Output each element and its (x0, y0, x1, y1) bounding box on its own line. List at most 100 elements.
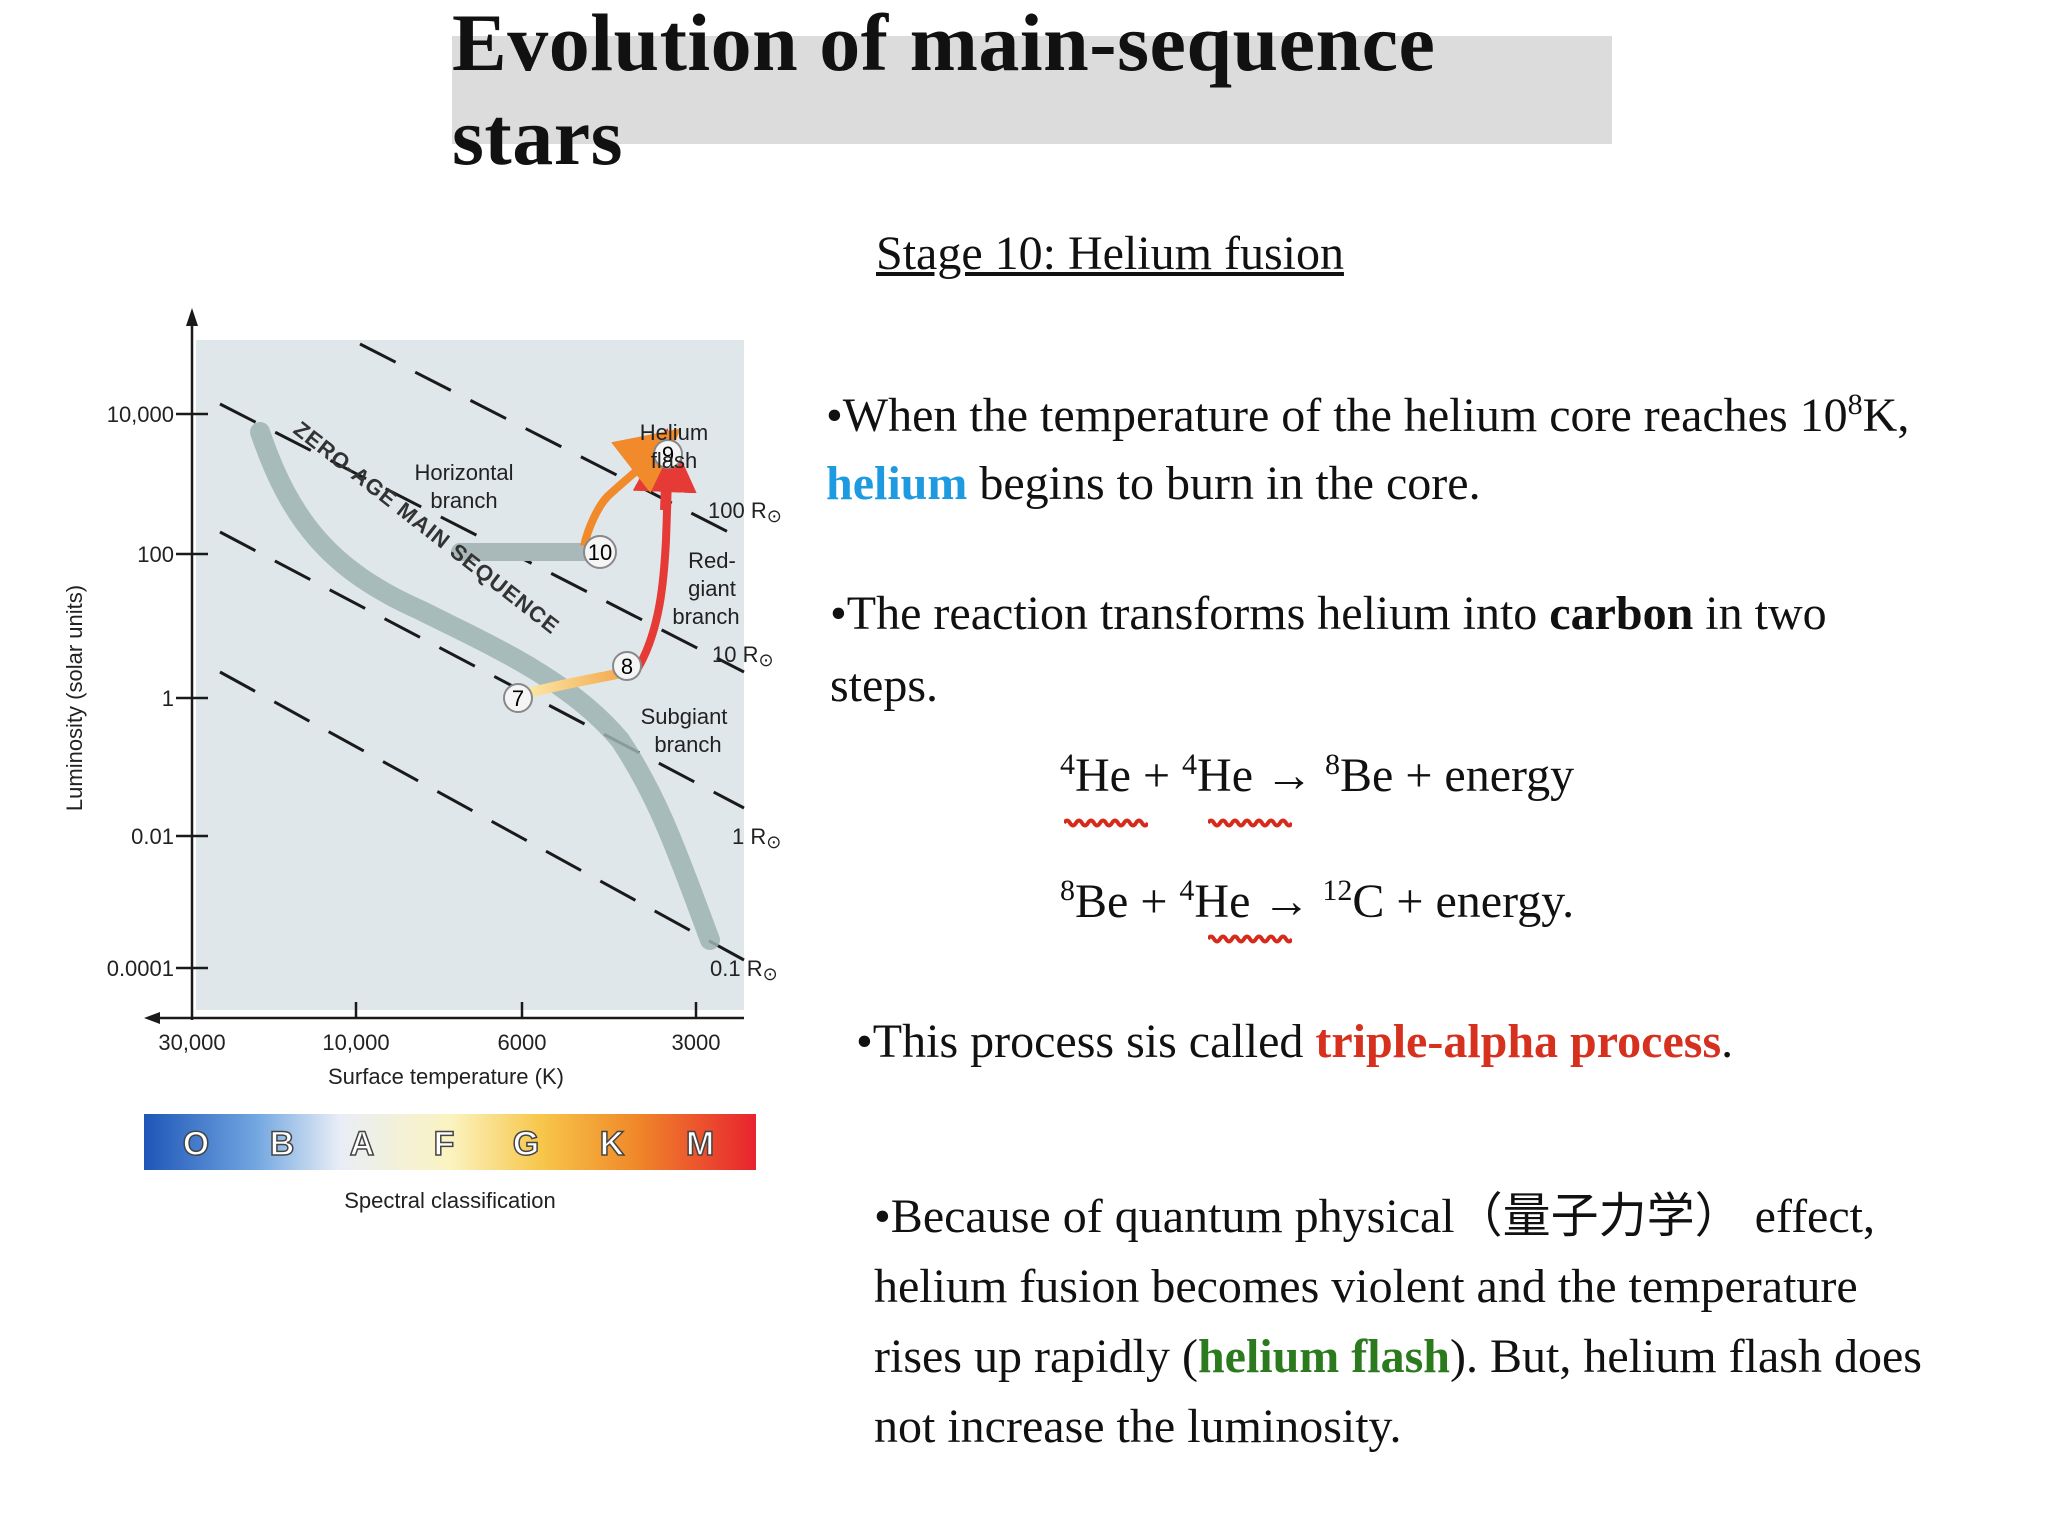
exponent: 8 (1847, 388, 1863, 421)
y-tick: 1 (162, 686, 174, 711)
sun-icon: ⊙ (763, 964, 778, 984)
helium-flash-label: flash (651, 448, 697, 473)
equation-2: 8Be + 4He → 12C + energy. (1060, 874, 1574, 929)
spectral-class-K: K (600, 1125, 625, 1163)
bullet-reaction-text: •The reaction transforms helium into (830, 587, 1550, 640)
spectral-bar (144, 1114, 756, 1170)
x-tick-labels: 30,000 10,000 6000 3000 (158, 1030, 720, 1055)
page-title: Evolution of main-sequence stars (452, 0, 1436, 182)
svg-text:1 R⊙: 1 R⊙ (732, 824, 781, 852)
red-giant-branch-label: Red- (688, 548, 736, 573)
bullet-temperature-text: •When the temperature of the helium core… (826, 389, 1848, 442)
radius-label: 0.1 R (710, 956, 763, 981)
eq2-c: C (1352, 875, 1385, 928)
y-tick: 0.01 (131, 824, 174, 849)
eq1-a: He (1075, 749, 1131, 802)
radius-label: 100 R (708, 498, 767, 523)
bullet-reaction-line2: steps. (830, 659, 938, 712)
spectral-class-B: B (270, 1125, 295, 1163)
svg-text:100 R⊙: 100 R⊙ (708, 498, 782, 526)
unit-text: K, (1862, 389, 1910, 442)
eq1-c: Be (1340, 749, 1394, 802)
horizontal-branch-label: Horizontal (414, 460, 513, 485)
sun-icon: ⊙ (766, 832, 781, 852)
bullet-quantum-line3: rises up rapidly ( (874, 1330, 1198, 1383)
eq2-b-mass: 4 (1179, 874, 1195, 907)
he-underline-1 (1064, 818, 1148, 828)
eq2-a: Be (1075, 875, 1129, 928)
spectral-classes: O B A F G K M (182, 1124, 715, 1164)
radius-label: 10 R (712, 642, 758, 667)
bullet-quantum-line3-tail: ). But, helium flash does (1449, 1330, 1922, 1383)
helium-flash-highlight: helium flash (1197, 1330, 1450, 1383)
stage-point-10: 10 (588, 540, 612, 565)
y-axis-arrow-icon (186, 308, 198, 326)
sun-icon: ⊙ (758, 650, 773, 670)
y-tick: 0.0001 (107, 956, 174, 981)
eq2-c-mass: 12 (1322, 874, 1353, 907)
x-tick: 10,000 (322, 1030, 389, 1055)
y-axis-label: Luminosity (solar units) (62, 585, 87, 811)
x-axis-label: Surface temperature (K) (328, 1064, 564, 1089)
radius-lines (219, 342, 745, 962)
spectral-class-A: A (350, 1125, 375, 1163)
eq2-plus2: + (1384, 875, 1436, 928)
bullet-temperature-rest: begins to burn in the core. (967, 457, 1481, 510)
eq1-a-mass: 4 (1060, 748, 1075, 781)
spectral-label: Spectral classification (344, 1188, 556, 1213)
eq1-c-mass: 8 (1325, 748, 1341, 781)
horizontal-branch-label: branch (430, 488, 497, 513)
eq2-plus: + (1128, 875, 1180, 928)
svg-text:10 R⊙: 10 R⊙ (712, 642, 774, 670)
red-giant-branch-label: giant (688, 576, 736, 601)
eq1-b-mass: 4 (1182, 748, 1198, 781)
hr-diagram: 7 8 9 10 10,000 100 1 0.01 0.0001 Lumino… (62, 308, 782, 1213)
stage-point-9: 9 (662, 442, 674, 467)
carbon-highlight: carbon (1549, 587, 1694, 640)
period: . (1721, 1015, 1734, 1068)
title-banner: Evolution of main-sequence stars (452, 0, 1612, 182)
x-tick: 30,000 (158, 1030, 225, 1055)
equation-1: 4He + 4He → 8Be + energy (1060, 748, 1574, 803)
helium-flash-label: Helium (640, 420, 708, 445)
eq2-a-mass: 8 (1060, 874, 1075, 907)
bullet-reaction: •The reaction transforms helium into car… (830, 578, 1827, 722)
spectral-class-F: F (434, 1125, 455, 1163)
bullet-quantum: •Because of quantum physical（量子力学） effec… (874, 1182, 1922, 1462)
main-sequence-band (250, 422, 720, 950)
x-tick: 3000 (672, 1030, 721, 1055)
x-tick: 6000 (498, 1030, 547, 1055)
red-giant-branch-label: branch (672, 604, 739, 629)
eq2-arrow: → (1250, 875, 1323, 928)
sun-icon: ⊙ (767, 506, 782, 526)
stage-point-7: 7 (512, 686, 524, 711)
subgiant-branch-label: branch (654, 732, 721, 757)
eq2-b: He (1194, 875, 1251, 928)
he-underline-3 (1208, 934, 1292, 944)
y-tick: 100 (137, 542, 174, 567)
bullet-quantum-line1: •Because of quantum physical（量子力学） effec… (874, 1190, 1875, 1243)
y-tick: 10,000 (107, 402, 174, 427)
eq1-b: He (1197, 749, 1254, 802)
bullet-quantum-line4: not increase the luminosity. (874, 1400, 1402, 1453)
eq1-energy: energy (1444, 749, 1575, 802)
y-tick-labels: 10,000 100 1 0.01 0.0001 (107, 402, 174, 981)
subgiant-branch-label: Subgiant (641, 704, 728, 729)
bullet-quantum-line2: helium fusion becomes violent and the te… (874, 1260, 1858, 1313)
triple-alpha-highlight: triple-alpha process (1315, 1015, 1722, 1068)
x-axis-arrow-icon (144, 1012, 160, 1024)
radius-labels: 100 R⊙ 10 R⊙ 1 R⊙ 0.1 R⊙ (708, 498, 782, 984)
svg-text:0.1 R⊙: 0.1 R⊙ (710, 956, 778, 984)
bullet-triple-alpha: •This process sis called triple-alpha pr… (856, 1008, 1733, 1076)
axes (150, 320, 744, 1020)
eq1-arrow: → (1253, 749, 1326, 802)
radius-label: 1 R (732, 824, 766, 849)
stage-point-8: 8 (621, 654, 633, 679)
he-underline-2 (1208, 818, 1292, 828)
spectral-class-G: G (513, 1125, 539, 1163)
stage-points: 7 8 9 10 (503, 439, 683, 713)
eq1-plus: + (1130, 749, 1183, 802)
spectral-class-M: M (686, 1125, 714, 1163)
eq2-energy: energy. (1435, 875, 1575, 928)
flash-arrow (611, 428, 682, 493)
